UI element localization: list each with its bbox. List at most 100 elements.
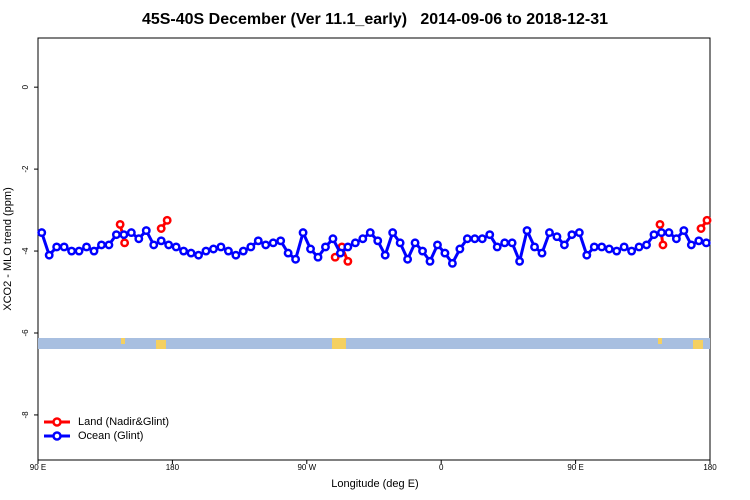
- data-point: [328, 234, 338, 244]
- y-tick-label: -8: [21, 411, 30, 419]
- y-tick-label: -2: [21, 165, 30, 173]
- data-point: [343, 256, 353, 266]
- y-tick-label: 0: [21, 84, 30, 89]
- data-point: [604, 244, 614, 254]
- data-point: [335, 248, 345, 258]
- data-point: [619, 242, 629, 252]
- data-point: [149, 240, 159, 250]
- data-point: [485, 230, 495, 240]
- data-point: [559, 240, 569, 250]
- data-point: [634, 242, 644, 252]
- data-point: [246, 242, 256, 252]
- data-point: [552, 232, 562, 242]
- data-point: [156, 236, 166, 246]
- data-point: [141, 226, 151, 236]
- data-point: [253, 236, 263, 246]
- data-point: [261, 240, 271, 250]
- data-point: [350, 238, 360, 248]
- x-tick-label: 0: [439, 463, 444, 472]
- data-point: [194, 250, 203, 260]
- land-mask: [38, 338, 710, 349]
- x-tick-label: 180: [166, 463, 180, 472]
- data-point: [574, 228, 584, 238]
- data-point: [671, 234, 681, 244]
- data-point: [545, 228, 554, 238]
- data-point: [388, 228, 398, 238]
- data-point: [530, 242, 539, 252]
- data-point: [657, 228, 666, 238]
- data-point: [216, 242, 226, 252]
- data-point: [67, 246, 77, 256]
- data-point: [655, 219, 665, 229]
- data-point: [313, 252, 323, 262]
- x-tick-label: 180: [703, 463, 717, 472]
- data-point: [522, 226, 532, 236]
- data-point: [186, 248, 196, 258]
- data-point: [649, 230, 659, 240]
- data-point: [82, 242, 91, 252]
- data-point: [696, 224, 706, 233]
- data-point: [658, 240, 668, 250]
- data-point: [89, 246, 99, 256]
- data-point: [433, 240, 442, 250]
- data-point: [440, 248, 450, 258]
- data-point: [164, 240, 174, 250]
- data-point: [462, 234, 472, 244]
- legend-marker: [52, 431, 62, 441]
- data-point: [395, 238, 405, 248]
- data-point: [120, 238, 130, 248]
- data-point: [567, 230, 577, 240]
- data-point: [418, 246, 427, 256]
- legend-marker: [52, 417, 62, 427]
- data-point: [179, 246, 189, 256]
- data-point: [403, 254, 413, 264]
- x-axis-label: Longitude (deg E): [331, 478, 418, 490]
- data-point: [209, 244, 218, 254]
- land-patch: [332, 338, 346, 349]
- chart-title: 45S-40S December (Ver 11.1_early) 2014-0…: [142, 11, 608, 28]
- data-point: [627, 246, 637, 256]
- data-point: [115, 219, 125, 229]
- data-point: [343, 242, 353, 252]
- data-point: [74, 246, 84, 256]
- data-point: [664, 228, 674, 238]
- legend-label: Ocean (Glint): [78, 430, 143, 442]
- data-point: [447, 258, 457, 268]
- y-tick-label: -4: [21, 247, 30, 255]
- data-point: [642, 240, 651, 250]
- data-point: [201, 246, 211, 256]
- data-point: [291, 254, 301, 264]
- data-point: [507, 238, 517, 248]
- data-point: [134, 234, 144, 244]
- data-point: [365, 228, 375, 238]
- data-point: [119, 230, 129, 240]
- data-point: [470, 234, 480, 244]
- data-point: [358, 234, 368, 244]
- data-point: [111, 230, 121, 240]
- data-point: [492, 242, 502, 252]
- data-point: [380, 250, 390, 260]
- data-point: [231, 250, 241, 260]
- plot-frame: [37, 37, 711, 461]
- land-patch: [156, 340, 166, 349]
- data-point: [306, 244, 315, 254]
- data-point: [582, 250, 592, 260]
- data-point: [104, 240, 114, 250]
- data-point: [223, 246, 233, 256]
- data-point: [283, 248, 293, 258]
- land-patch: [658, 338, 662, 344]
- data-point: [455, 244, 465, 254]
- data-point: [321, 242, 330, 252]
- data-point: [373, 236, 383, 246]
- y-tick-label: -6: [21, 329, 30, 337]
- land-patch: [121, 338, 125, 344]
- data-point: [515, 256, 525, 266]
- data-point: [126, 228, 136, 238]
- data-point: [97, 240, 106, 250]
- data-point: [37, 228, 47, 238]
- data-point: [612, 246, 622, 256]
- data-point: [59, 242, 69, 252]
- data-point: [268, 238, 278, 248]
- data-point: [238, 246, 248, 256]
